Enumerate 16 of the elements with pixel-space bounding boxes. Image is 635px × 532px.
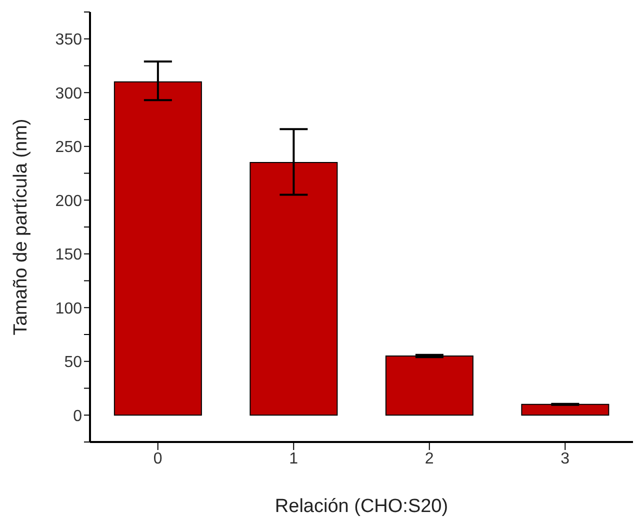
y-tick-label: 250 — [55, 139, 82, 156]
y-tick-label: 100 — [55, 300, 82, 318]
y-tick-label: 0 — [73, 408, 82, 425]
x-tick-label: 3 — [560, 450, 570, 468]
x-tick-label: 0 — [153, 450, 162, 468]
y-tick-label: 50 — [64, 354, 82, 372]
bar — [521, 404, 610, 416]
x-axis-title: Relación (CHO:S20) — [274, 496, 448, 517]
y-tick-label: 350 — [55, 32, 82, 49]
x-tick-label: 1 — [289, 450, 298, 468]
y-tick-label: 150 — [55, 246, 82, 264]
y-axis-title: Tamaño de partícula (nm) — [10, 118, 32, 336]
x-tick-label: 2 — [424, 450, 434, 468]
bar — [385, 356, 474, 416]
y-tick-label: 300 — [55, 85, 82, 102]
y-tick-label: 200 — [55, 192, 82, 210]
